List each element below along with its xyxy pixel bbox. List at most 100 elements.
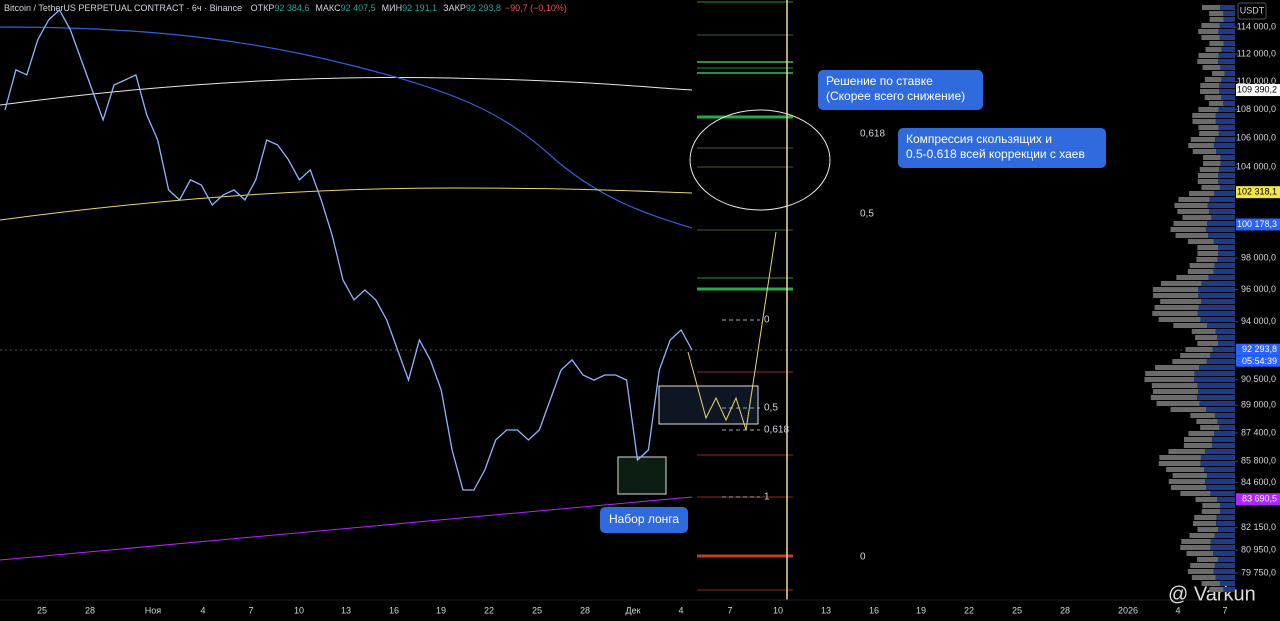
volume-bar xyxy=(1198,287,1235,292)
volume-bar xyxy=(1198,389,1235,394)
volume-bar xyxy=(1223,101,1235,106)
volume-bar xyxy=(1215,119,1235,124)
price-tag-label: 109 390,2 xyxy=(1237,84,1277,94)
volume-bar xyxy=(1219,89,1235,94)
volume-bar xyxy=(1209,101,1224,106)
volume-bar xyxy=(1145,371,1195,376)
volume-bar xyxy=(1213,143,1235,148)
volume-bar xyxy=(1198,29,1219,34)
volume-bar xyxy=(1219,35,1235,40)
volume-bar xyxy=(1210,491,1235,496)
volume-bar xyxy=(1190,563,1215,568)
volume-bar xyxy=(1205,47,1222,52)
ohlc-name: ОТКР xyxy=(251,3,275,13)
volume-bar xyxy=(1194,515,1217,520)
volume-bar xyxy=(1204,77,1222,82)
x-tick-label: 22 xyxy=(484,605,494,615)
volume-bar xyxy=(1215,137,1235,142)
volume-bar xyxy=(1199,167,1220,172)
volume-bar xyxy=(1180,545,1211,550)
volume-bar xyxy=(1201,509,1221,514)
fib-label: 0,5 xyxy=(764,403,778,414)
y-tick-label: 87 400,0 xyxy=(1241,427,1276,437)
volume-bar xyxy=(1155,365,1200,370)
annotation: 0.5-0.618 всей коррекции с хаев xyxy=(906,147,1085,161)
x-tick-label: 7 xyxy=(248,605,253,615)
fib-label: 1 xyxy=(764,492,770,503)
x-tick-label: 25 xyxy=(1012,605,1022,615)
volume-bar xyxy=(1218,107,1235,112)
volume-bar xyxy=(1197,311,1235,316)
annotation-box xyxy=(898,128,1106,168)
volume-bar xyxy=(1188,431,1215,436)
price-line-series xyxy=(4,8,693,491)
volume-bar xyxy=(1200,425,1220,430)
volume-bar xyxy=(1201,35,1220,40)
x-tick-label: 25 xyxy=(37,605,47,615)
volume-bar xyxy=(1197,173,1219,178)
annotation: (Скорее всего снижение) xyxy=(826,89,965,103)
volume-bar xyxy=(1218,527,1235,532)
volume-bar xyxy=(1178,197,1210,202)
volume-bar xyxy=(1152,389,1199,394)
fib-label: 0,618 xyxy=(764,425,789,436)
ohlc-value: 92 293,8 xyxy=(466,3,501,13)
annotation-box xyxy=(818,70,983,110)
volume-bar xyxy=(1199,365,1235,370)
volume-bar xyxy=(1214,413,1235,418)
volume-bar xyxy=(1199,401,1235,406)
volume-bar xyxy=(1166,467,1205,472)
volume-bar xyxy=(1219,425,1235,430)
volume-bar xyxy=(1217,419,1235,424)
volume-bar xyxy=(1201,299,1235,304)
volume-bar xyxy=(1187,269,1214,274)
symbol-title: Bitcoin / TetherUS PERPETUAL CONTRACT · … xyxy=(4,3,242,13)
volume-bar xyxy=(1212,71,1225,76)
volume-bar xyxy=(1186,551,1214,556)
fib-dashes xyxy=(722,319,760,498)
volume-bar xyxy=(1221,47,1235,52)
x-tick-label: 25 xyxy=(532,605,542,615)
zone-ellipse xyxy=(689,109,831,211)
volume-bar xyxy=(1190,137,1216,142)
volume-bar xyxy=(1172,473,1207,478)
ma-yellow xyxy=(0,187,693,221)
y-tick-label: 79 750,0 xyxy=(1241,567,1276,577)
volume-bar xyxy=(1201,185,1220,190)
header: Bitcoin / TetherUS PERPETUAL CONTRACT · … xyxy=(4,3,567,13)
price-tag-label: 100 178,3 xyxy=(1237,219,1277,229)
volume-bar xyxy=(1195,335,1218,340)
volume-bar xyxy=(1183,443,1212,448)
volume-bar xyxy=(1177,209,1210,214)
volume-bar xyxy=(1211,443,1235,448)
volume-bar xyxy=(1191,329,1216,334)
volume-bar xyxy=(1218,29,1235,34)
volume-bar xyxy=(1192,119,1216,124)
y-tick-label: 84 600,0 xyxy=(1241,477,1276,487)
volume-bar xyxy=(1216,515,1235,520)
volume-bar xyxy=(1172,359,1207,364)
ohlc-name: МАКС xyxy=(315,3,341,13)
x-tick-label: 16 xyxy=(869,605,879,615)
volume-bar xyxy=(1199,131,1219,136)
y-tick-label: 98 000,0 xyxy=(1241,252,1276,262)
volume-bar xyxy=(1215,575,1235,580)
watermark: @ Varkun xyxy=(1168,583,1256,605)
volume-bar xyxy=(1198,125,1219,130)
volume-bar xyxy=(1189,533,1215,538)
y-tick-label: 114 000,0 xyxy=(1237,21,1276,31)
volume-bar xyxy=(1176,275,1209,280)
volume-bar xyxy=(1219,83,1235,88)
x-tick-label: 19 xyxy=(916,605,926,615)
volume-bar xyxy=(1187,569,1214,574)
volume-bar xyxy=(1211,215,1235,220)
volume-bar xyxy=(1218,125,1235,130)
volume-bar xyxy=(1190,413,1215,418)
volume-bar xyxy=(1159,455,1201,460)
volume-bar xyxy=(1194,377,1235,382)
volume-bar xyxy=(1197,527,1219,532)
volume-bar xyxy=(1154,305,1199,310)
volume-bar xyxy=(1197,251,1219,256)
volume-bar xyxy=(1218,173,1235,178)
